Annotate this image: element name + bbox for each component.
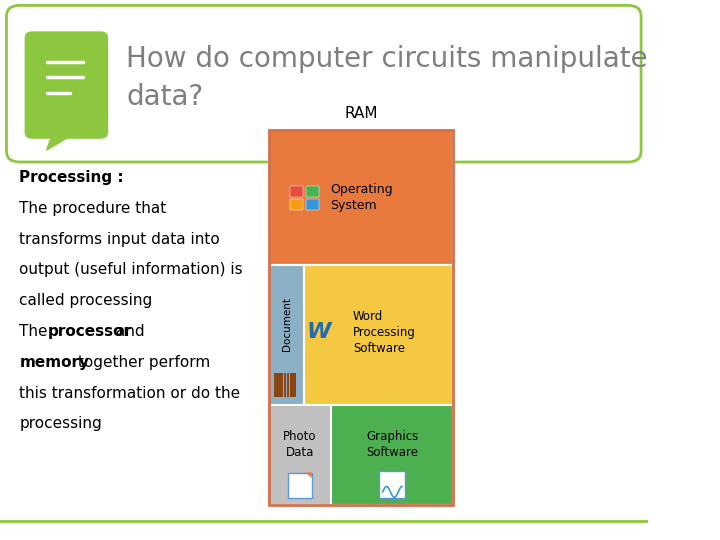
Text: Graphics
Software: Graphics Software	[366, 430, 418, 458]
Text: Document: Document	[282, 297, 292, 351]
FancyBboxPatch shape	[290, 199, 303, 210]
FancyBboxPatch shape	[306, 199, 319, 210]
Text: W: W	[306, 322, 331, 342]
FancyBboxPatch shape	[6, 5, 641, 162]
FancyBboxPatch shape	[284, 373, 287, 397]
Text: this transformation or do the: this transformation or do the	[19, 386, 240, 401]
FancyBboxPatch shape	[269, 130, 454, 265]
FancyBboxPatch shape	[274, 373, 276, 397]
FancyBboxPatch shape	[277, 373, 280, 397]
FancyBboxPatch shape	[306, 186, 319, 197]
Polygon shape	[47, 132, 76, 150]
FancyBboxPatch shape	[331, 405, 454, 505]
Text: together perform: together perform	[73, 355, 210, 370]
Text: RAM: RAM	[344, 106, 378, 122]
FancyBboxPatch shape	[379, 471, 405, 498]
Text: processor: processor	[48, 324, 132, 339]
FancyBboxPatch shape	[24, 31, 108, 139]
Text: Word
Processing
Software: Word Processing Software	[353, 309, 415, 355]
FancyBboxPatch shape	[269, 405, 331, 505]
Polygon shape	[305, 472, 312, 478]
Text: processing: processing	[19, 416, 102, 431]
Text: Operating
System: Operating System	[330, 183, 393, 212]
FancyBboxPatch shape	[305, 265, 454, 405]
Text: called processing: called processing	[19, 293, 153, 308]
FancyBboxPatch shape	[290, 373, 293, 397]
FancyBboxPatch shape	[280, 373, 283, 397]
Text: output (useful information) is: output (useful information) is	[19, 262, 243, 278]
Text: Processing :: Processing :	[19, 170, 124, 185]
Text: The procedure that: The procedure that	[19, 201, 166, 216]
FancyBboxPatch shape	[293, 373, 296, 397]
Text: The: The	[19, 324, 53, 339]
Text: memory: memory	[19, 355, 89, 370]
FancyBboxPatch shape	[287, 373, 289, 397]
Text: How do computer circuits manipulate
data?: How do computer circuits manipulate data…	[126, 45, 648, 111]
FancyBboxPatch shape	[290, 186, 303, 197]
Text: Photo
Data: Photo Data	[284, 430, 317, 458]
Text: and: and	[112, 324, 145, 339]
Text: transforms input data into: transforms input data into	[19, 232, 220, 247]
FancyBboxPatch shape	[269, 265, 305, 405]
FancyBboxPatch shape	[289, 472, 312, 498]
